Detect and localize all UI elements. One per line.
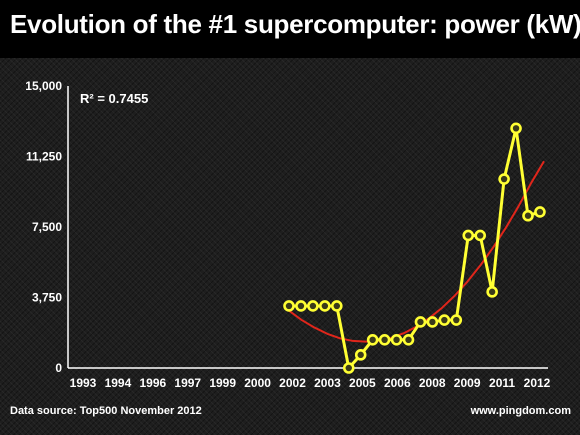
data-point — [283, 300, 295, 312]
y-tick-label: 15,000 — [25, 79, 62, 93]
x-tick-label: 2006 — [384, 376, 411, 390]
axes — [67, 86, 548, 369]
website-footer: www.pingdom.com — [470, 405, 571, 417]
series-group — [283, 122, 546, 374]
data-point — [498, 173, 510, 185]
x-tick-labels: 1993 1994 1996 1997 1999 2000 2002 2003 2005 2006… — [70, 376, 551, 390]
data-point — [462, 229, 475, 242]
data-point — [366, 333, 379, 346]
data-point — [378, 333, 391, 346]
data-point — [510, 122, 522, 135]
y-tick-labels: 15,000 11,250 7,500 3,750 0 — [25, 79, 62, 375]
x-tick-label: 1997 — [174, 376, 201, 390]
x-tick-label: 2011 — [489, 376, 515, 390]
data-point — [534, 206, 546, 218]
trendline-group — [288, 160, 545, 343]
r-squared-annotation: R² = 0.7455 — [80, 91, 148, 106]
x-tick-label: 2005 — [349, 376, 376, 390]
x-tick-label: 2012 — [524, 376, 551, 390]
data-point — [474, 229, 487, 242]
x-tick-label: 2000 — [244, 376, 271, 390]
data-point — [295, 300, 307, 312]
x-tick-label: 1999 — [209, 376, 236, 390]
trendline — [288, 160, 545, 343]
data-point — [414, 316, 427, 328]
data-point — [354, 349, 367, 361]
data-point — [319, 300, 331, 312]
data-point — [330, 300, 343, 312]
x-tick-label: 1993 — [70, 376, 97, 390]
data-point — [486, 286, 498, 298]
title-bar: Evolution of the #1 supercomputer: power… — [0, 0, 580, 58]
y-tick-label: 3,750 — [32, 291, 62, 305]
data-point — [342, 362, 355, 374]
x-tick-label: 2008 — [419, 376, 446, 390]
x-tick-label: 1996 — [139, 376, 166, 390]
x-tick-label: 2003 — [314, 376, 341, 390]
data-point — [438, 314, 451, 326]
x-tick-label: 1994 — [105, 376, 132, 390]
chart-title: Evolution of the #1 supercomputer: power… — [10, 9, 580, 39]
y-tick-label: 11,250 — [26, 150, 62, 164]
data-point — [522, 209, 534, 222]
x-tick-label: 2002 — [279, 376, 306, 390]
data-point — [402, 333, 415, 346]
data-point — [307, 300, 319, 312]
y-tick-label: 0 — [55, 361, 62, 375]
data-point — [390, 333, 403, 346]
x-tick-label: 2009 — [454, 376, 481, 390]
data-source-footer: Data source: Top500 November 2012 — [10, 405, 202, 417]
data-point — [426, 316, 439, 328]
series-line — [289, 126, 541, 370]
y-tick-label: 7,500 — [32, 220, 62, 234]
data-point — [450, 314, 463, 326]
